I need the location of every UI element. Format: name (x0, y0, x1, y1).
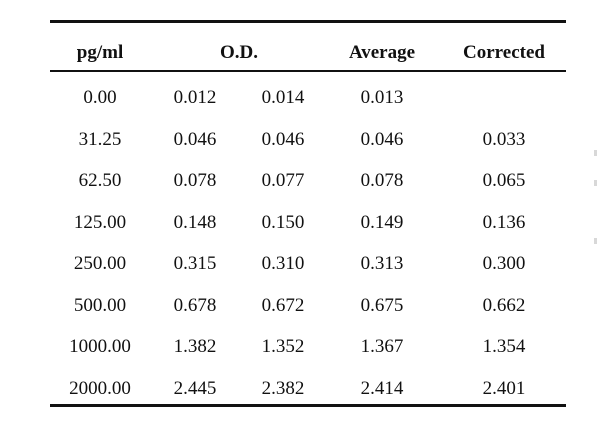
cell-average: 0.046 (360, 129, 404, 150)
cell-corrected: 0.065 (482, 170, 526, 191)
cell-od-2: 0.672 (261, 295, 305, 316)
edge-mark (594, 180, 597, 186)
cell-concentration: 500.00 (73, 295, 127, 316)
cell-concentration: 2000.00 (69, 378, 131, 399)
cell-corrected: 0.033 (482, 129, 526, 150)
cell-corrected: 2.401 (482, 378, 526, 399)
cell-average: 0.313 (360, 253, 404, 274)
header-concentration: pg/ml (76, 42, 124, 63)
header-od: O.D. (220, 42, 258, 63)
header-average: Average (348, 42, 416, 63)
cell-average: 2.414 (360, 378, 404, 399)
cell-od-1: 0.315 (173, 253, 217, 274)
cell-od-2: 0.150 (261, 212, 305, 233)
table-bottom-rule (50, 404, 566, 407)
cell-average: 0.078 (360, 170, 404, 191)
cell-od-2: 1.352 (261, 336, 305, 357)
cell-average: 0.149 (360, 212, 404, 233)
cell-concentration: 0.00 (83, 87, 117, 108)
cell-concentration: 250.00 (73, 253, 127, 274)
cell-od-1: 0.148 (173, 212, 217, 233)
edge-mark (594, 238, 597, 244)
cell-corrected: 0.662 (482, 295, 526, 316)
cell-concentration: 31.25 (78, 129, 122, 150)
header-corrected: Corrected (463, 42, 545, 63)
cell-average: 1.367 (360, 336, 404, 357)
cell-concentration: 125.00 (73, 212, 127, 233)
cell-concentration: 1000.00 (69, 336, 131, 357)
cell-average: 0.013 (360, 87, 404, 108)
cell-od-1: 0.078 (173, 170, 217, 191)
cell-corrected: 0.300 (482, 253, 526, 274)
cell-od-2: 0.077 (261, 170, 305, 191)
cell-corrected: 0.136 (482, 212, 526, 233)
cell-od-1: 1.382 (173, 336, 217, 357)
cell-od-1: 0.012 (173, 87, 217, 108)
cell-od-2: 0.014 (261, 87, 305, 108)
cell-od-1: 2.445 (173, 378, 217, 399)
cell-od-1: 0.678 (173, 295, 217, 316)
cell-od-1: 0.046 (173, 129, 217, 150)
cell-od-2: 0.310 (261, 253, 305, 274)
cell-od-2: 2.382 (261, 378, 305, 399)
cell-corrected: 1.354 (482, 336, 526, 357)
cell-od-2: 0.046 (261, 129, 305, 150)
cell-concentration: 62.50 (78, 170, 122, 191)
table-top-rule (50, 20, 566, 23)
table-header-rule (50, 70, 566, 72)
cell-average: 0.675 (360, 295, 404, 316)
edge-mark (594, 150, 597, 156)
